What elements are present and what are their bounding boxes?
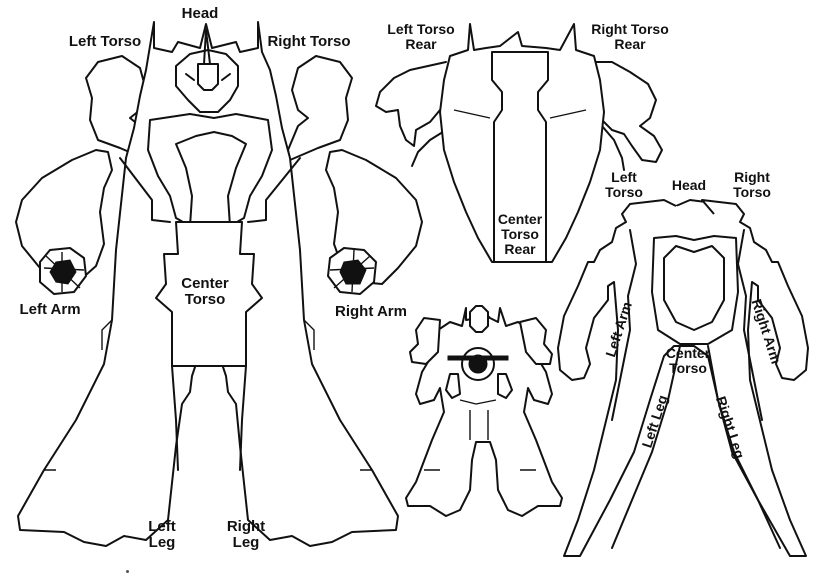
schematic-head-label: Head	[671, 177, 707, 193]
front-chest-inner-cut	[119, 157, 301, 223]
front-chest-plates	[147, 113, 273, 227]
schematic-center-torso-label: Center Torso	[665, 345, 711, 376]
front-head-antenna	[185, 29, 231, 81]
front-left-fist-lines	[43, 252, 85, 292]
front-left-torso-label: Left Torso	[68, 33, 142, 50]
schematic-view-mech	[557, 199, 809, 557]
front-right-leg-label: Right Leg	[226, 518, 266, 551]
schematic-leg-inner-lines	[611, 345, 781, 549]
rear-center-torso-label: Center Torso Rear	[497, 211, 543, 257]
front-right-arm-label: Right Arm	[335, 303, 407, 320]
front-head-label: Head	[181, 5, 219, 22]
schematic-body-outline	[557, 199, 809, 557]
small-mech-chest-bar	[447, 355, 509, 361]
front-right-torso-label: Right Torso	[267, 33, 351, 50]
small-mech-illustration	[405, 305, 563, 517]
front-head-visor	[197, 63, 219, 91]
rear-right-arm-outline	[593, 61, 663, 163]
front-leg-inner-lines	[171, 365, 247, 471]
front-right-arm-outline	[287, 55, 353, 161]
front-right-fist-lines	[329, 249, 375, 293]
front-leg-outer-steps	[44, 319, 372, 471]
rear-right-torso-label: Right Torso Rear	[591, 21, 669, 52]
scan-speck	[126, 570, 129, 573]
small-mech-head	[469, 305, 489, 333]
schematic-right-torso-label: Right Torso	[733, 169, 771, 200]
rear-left-torso-label: Left Torso Rear	[387, 21, 455, 52]
rear-left-arm-lower	[411, 129, 447, 167]
rear-view-mech	[375, 23, 663, 263]
rear-side-edges	[453, 109, 587, 119]
small-mech-hip-details	[445, 373, 513, 399]
small-mech-shoulder-right	[519, 317, 553, 365]
rear-right-arm-lower	[601, 125, 625, 171]
rear-center-spine	[491, 51, 549, 263]
front-left-leg-label: Left Leg	[148, 518, 176, 551]
small-mech-inner-lines	[424, 399, 536, 471]
front-center-torso-label: Center Torso	[181, 275, 229, 308]
schematic-left-torso-label: Left Torso	[605, 169, 643, 200]
small-mech-body	[405, 307, 563, 517]
rear-left-arm-outline	[375, 61, 447, 147]
schematic-center-torso	[663, 245, 725, 331]
front-left-arm-label: Left Arm	[19, 301, 81, 318]
front-view-mech	[15, 21, 423, 547]
small-mech-shoulder-left	[409, 317, 441, 365]
schematic-arm-inner-lines	[611, 229, 763, 421]
